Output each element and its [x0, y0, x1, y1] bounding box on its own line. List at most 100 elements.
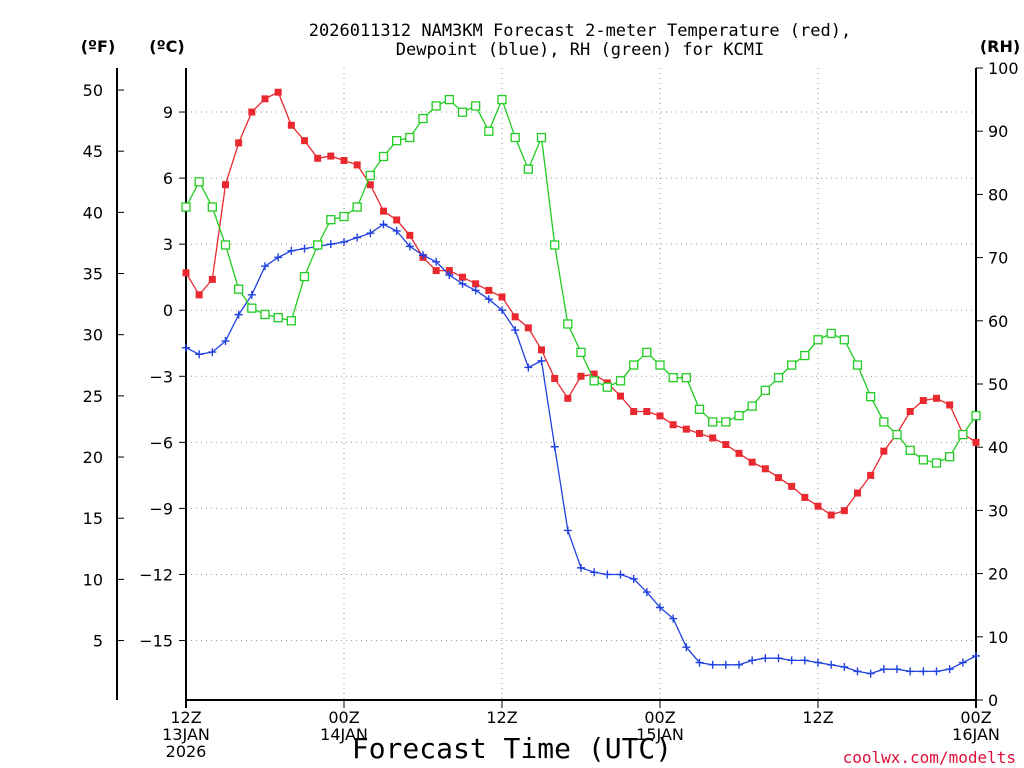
x-axis-label: Forecast Time (UTC): [352, 732, 672, 765]
rh-point: [234, 284, 244, 294]
rh-point: [207, 202, 217, 212]
temperature-point: [775, 474, 782, 482]
axes: [116, 68, 977, 708]
rh-point: [615, 376, 626, 386]
dewpoint-point: [379, 220, 388, 229]
fahrenheit-tick-label: 50: [83, 81, 103, 100]
dewpoint-point: [326, 240, 335, 249]
chart-title-line-1: 2026011312 NAM3KM Forecast 2-meter Tempe…: [309, 21, 851, 41]
rh-tick-label: 30: [988, 501, 1008, 520]
rh-tick-label: 40: [988, 438, 1008, 457]
dewpoint-point: [366, 229, 375, 238]
rh-point: [339, 211, 349, 222]
temperature-point: [656, 412, 664, 420]
temperature-point: [617, 392, 624, 400]
fahrenheit-unit-label: (ºF): [81, 37, 116, 56]
dewpoint-point: [458, 279, 467, 288]
temperature-point: [195, 291, 203, 299]
temperature-point: [208, 275, 216, 283]
celsius-tick-label: 9: [163, 103, 173, 122]
dewpoint-point: [827, 660, 836, 669]
rh-point: [286, 316, 296, 326]
rh-tick-label: 100: [988, 59, 1019, 78]
dewpoint-point: [590, 568, 599, 577]
fahrenheit-tick-label: 30: [83, 326, 103, 345]
chart-title-line-2: Dewpoint (blue), RH (green) for KCMI: [396, 40, 764, 60]
dewpoint-point: [247, 290, 256, 299]
temperature-point: [577, 372, 585, 380]
temperature-point: [564, 394, 572, 402]
rh-point: [181, 202, 191, 212]
temperature-point: [248, 108, 256, 116]
dewpoint-point: [958, 658, 967, 667]
rh-tick-label: 20: [988, 565, 1008, 584]
celsius-tick-label: 3: [163, 235, 173, 254]
temperature-point: [919, 397, 927, 405]
grid-lines: [186, 68, 976, 700]
dewpoint-point: [893, 665, 901, 674]
dewpoint-point: [563, 526, 572, 535]
dewpoint-point: [261, 262, 269, 271]
rh-point: [668, 373, 678, 383]
temperature-point: [788, 482, 796, 490]
rh-tick-label: 70: [988, 249, 1008, 268]
rh-point: [905, 445, 915, 456]
dewpoint-point: [866, 669, 875, 678]
dewpoint-point: [932, 667, 941, 676]
temperature-point: [933, 394, 940, 402]
dewpoint-point: [945, 665, 954, 674]
rh-point: [602, 382, 612, 392]
rh-point: [813, 335, 823, 345]
celsius-tick-label: −6: [149, 433, 173, 452]
celsius-unit-label: (ºC): [149, 37, 184, 56]
rh-point: [550, 240, 560, 250]
temperature-point: [524, 324, 532, 332]
temperature-point: [761, 465, 769, 473]
rh-point: [879, 417, 889, 427]
dewpoint-point: [708, 660, 717, 669]
rh-point: [694, 404, 705, 414]
rh-tick-label: 10: [988, 628, 1008, 647]
temperature-point: [827, 511, 835, 519]
rh-point: [681, 373, 691, 383]
rh-point: [800, 350, 810, 361]
temperature-point: [840, 507, 848, 515]
temperature-point: [485, 286, 493, 294]
time-tick-label: 13JAN: [162, 725, 210, 744]
temperature-point: [748, 458, 756, 466]
temperature-point: [380, 207, 387, 215]
rh-point: [747, 401, 757, 411]
rh-point: [457, 107, 468, 117]
temperature-point: [406, 231, 414, 239]
dewpoint-point: [340, 237, 348, 246]
rh-point: [313, 240, 323, 250]
dewpoint-point: [432, 257, 441, 266]
fahrenheit-axis-ticks: 5 10 15 20 25 30 35 40 45 50: [83, 81, 124, 651]
temperature-point: [643, 408, 651, 416]
rh-point: [708, 417, 718, 427]
rh-point: [760, 385, 770, 395]
rh-point: [787, 360, 797, 370]
fahrenheit-tick-label: 20: [83, 448, 103, 467]
fahrenheit-tick-label: 35: [83, 265, 103, 284]
rh-point: [826, 328, 836, 339]
celsius-tick-label: −15: [139, 632, 173, 651]
dewpoint-point: [642, 588, 651, 597]
dewpoint-point: [682, 643, 691, 652]
rh-point: [194, 177, 204, 187]
dewpoint-point: [221, 337, 230, 346]
temperature-point: [946, 401, 954, 409]
dewpoint-point: [748, 656, 757, 665]
dewpoint-point: [761, 654, 770, 663]
time-tick-label: 00Z: [644, 708, 675, 727]
dewpoint-point: [814, 658, 822, 667]
rh-point: [418, 113, 428, 124]
temperature-point: [314, 154, 322, 162]
temperature-point: [261, 95, 269, 103]
dewpoint-point: [524, 363, 533, 372]
rh-point: [563, 319, 573, 329]
dewpoint-point: [656, 603, 664, 612]
rh-line: [185, 97, 977, 464]
rh-point: [326, 215, 336, 225]
time-tick-label: 16JAN: [952, 725, 1000, 744]
